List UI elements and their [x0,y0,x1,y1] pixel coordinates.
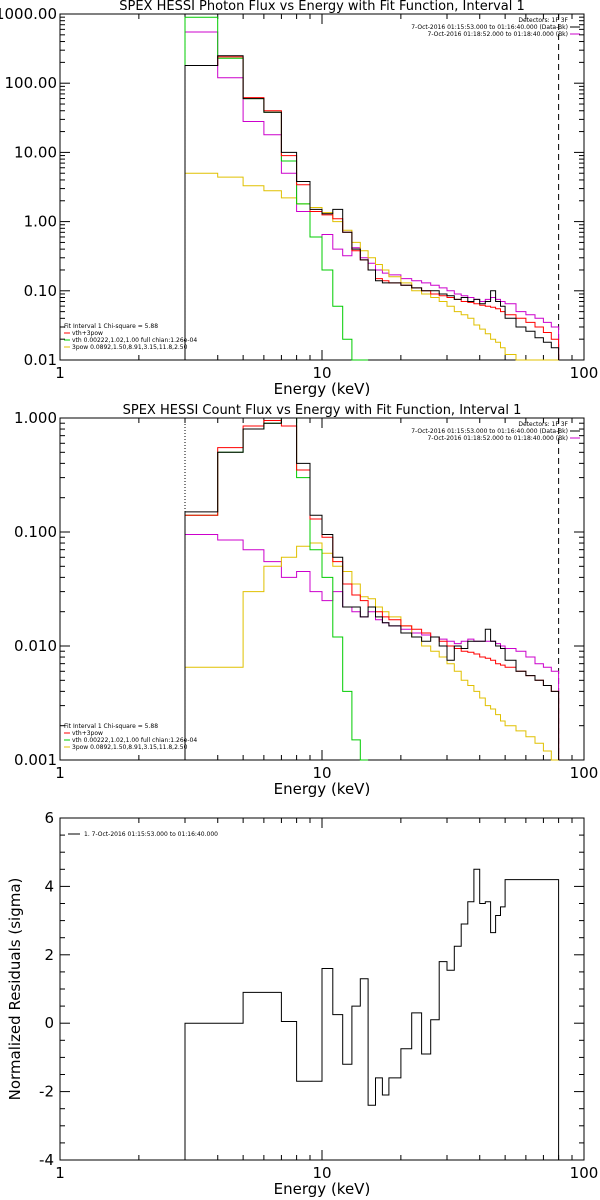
x-tick-label: 1 [55,1164,65,1182]
y-tick-label: 10.00 [14,143,57,161]
y-tick-label: 0.01 [24,351,57,369]
series-vth [184,16,369,361]
series-data [184,55,560,360]
legend-entry: 1. 7-Oct-2016 01:15:53.000 to 01:16:40.0… [84,831,218,838]
series-background [184,31,560,360]
header-info-text: Detectors: 1F 3F [518,17,568,24]
x-tick-label: 100 [570,764,599,782]
y-axis-label: Normalized Residuals (sigma) [6,878,24,1101]
legend-entry: 3pow 0.0892,1.50,8.91,3.15,11.8,2.50 [72,744,188,751]
header-info-text: 7-Oct-2016 01:18:52.000 to 01:18:40.000 … [428,435,569,442]
series-background [184,534,560,760]
y-tick-label: 0.10 [24,282,57,300]
y-tick-label: 0.100 [14,523,57,541]
plot-frame [59,417,585,761]
series-vth [184,417,369,761]
y-tick-label: 2 [44,946,54,964]
y-tick-label: -4 [39,1151,54,1169]
series-vth-3pow [184,420,560,760]
series-3pow [184,542,559,761]
legend-entry: vth 0.00222,1.02,1.00 full chian:1.26e-0… [72,337,197,344]
chart-panel-3: 1 10 100 Energy (keV) -4 -2 0 2 4 6 Normalized Res… [6,809,598,1198]
y-tick-label: 4 [44,877,54,895]
legend-entry: Fit Interval 1 Chi-square = 5.88 [64,723,158,730]
legend-entry: vth+3pow [72,730,103,737]
x-tick-label: 1 [55,364,65,382]
legend-entry: 3pow 0.0892,1.50,8.91,3.15,11.8,2.50 [72,344,188,351]
y-tick-label: 1000.00 [0,5,57,23]
y-tick-label: 1.00 [24,213,57,231]
y-tick-label: 0.010 [14,637,57,655]
header-info-text: 7-Oct-2016 01:15:53.000 to 01:16:40.000 … [411,428,568,435]
x-tick-label: 100 [570,364,599,382]
x-axis-label: Energy (keV) [274,1180,371,1198]
header-info-text: 7-Oct-2016 01:15:53.000 to 01:16:40.000 … [411,24,568,31]
y-tick-label: 0.001 [14,751,57,769]
y-tick-label: 100.00 [5,74,58,92]
series-3pow [184,172,559,361]
legend-entry: vth+3pow [72,330,103,337]
series-residuals [184,868,560,1160]
series-data [184,417,560,760]
y-tick-label: 6 [44,809,54,827]
x-tick-label: 10 [312,1164,331,1182]
chart-panel-1: SPEX HESSI Photon Flux vs Energy with Fi… [0,0,598,398]
y-tick-label: 0 [44,1014,54,1032]
x-tick-label: 1 [55,764,65,782]
x-tick-label: 10 [312,764,331,782]
legend-entry: Fit Interval 1 Chi-square = 5.88 [64,323,158,330]
y-tick-label: 1.000 [14,409,57,427]
header-info-text: 7-Oct-2016 01:18:52.000 to 01:18:40.000 … [428,31,569,38]
chart-title: SPEX HESSI Photon Flux vs Energy with Fi… [119,0,525,14]
y-tick-label: -2 [39,1083,54,1101]
legend-entry: vth 0.00222,1.02,1.00 full chian:1.26e-0… [72,737,197,744]
x-tick-label: 100 [570,1164,599,1182]
series-vth-3pow [184,56,560,360]
x-axis-label: Energy (keV) [274,780,371,798]
header-info-text: Detectors: 1F 3F [518,421,568,428]
chart-title: SPEX HESSI Count Flux vs Energy with Fit… [123,403,522,418]
chart-panel-2: SPEX HESSI Count Flux vs Energy with Fit… [14,403,598,798]
x-axis-label: Energy (keV) [274,380,371,398]
x-tick-label: 10 [312,364,331,382]
